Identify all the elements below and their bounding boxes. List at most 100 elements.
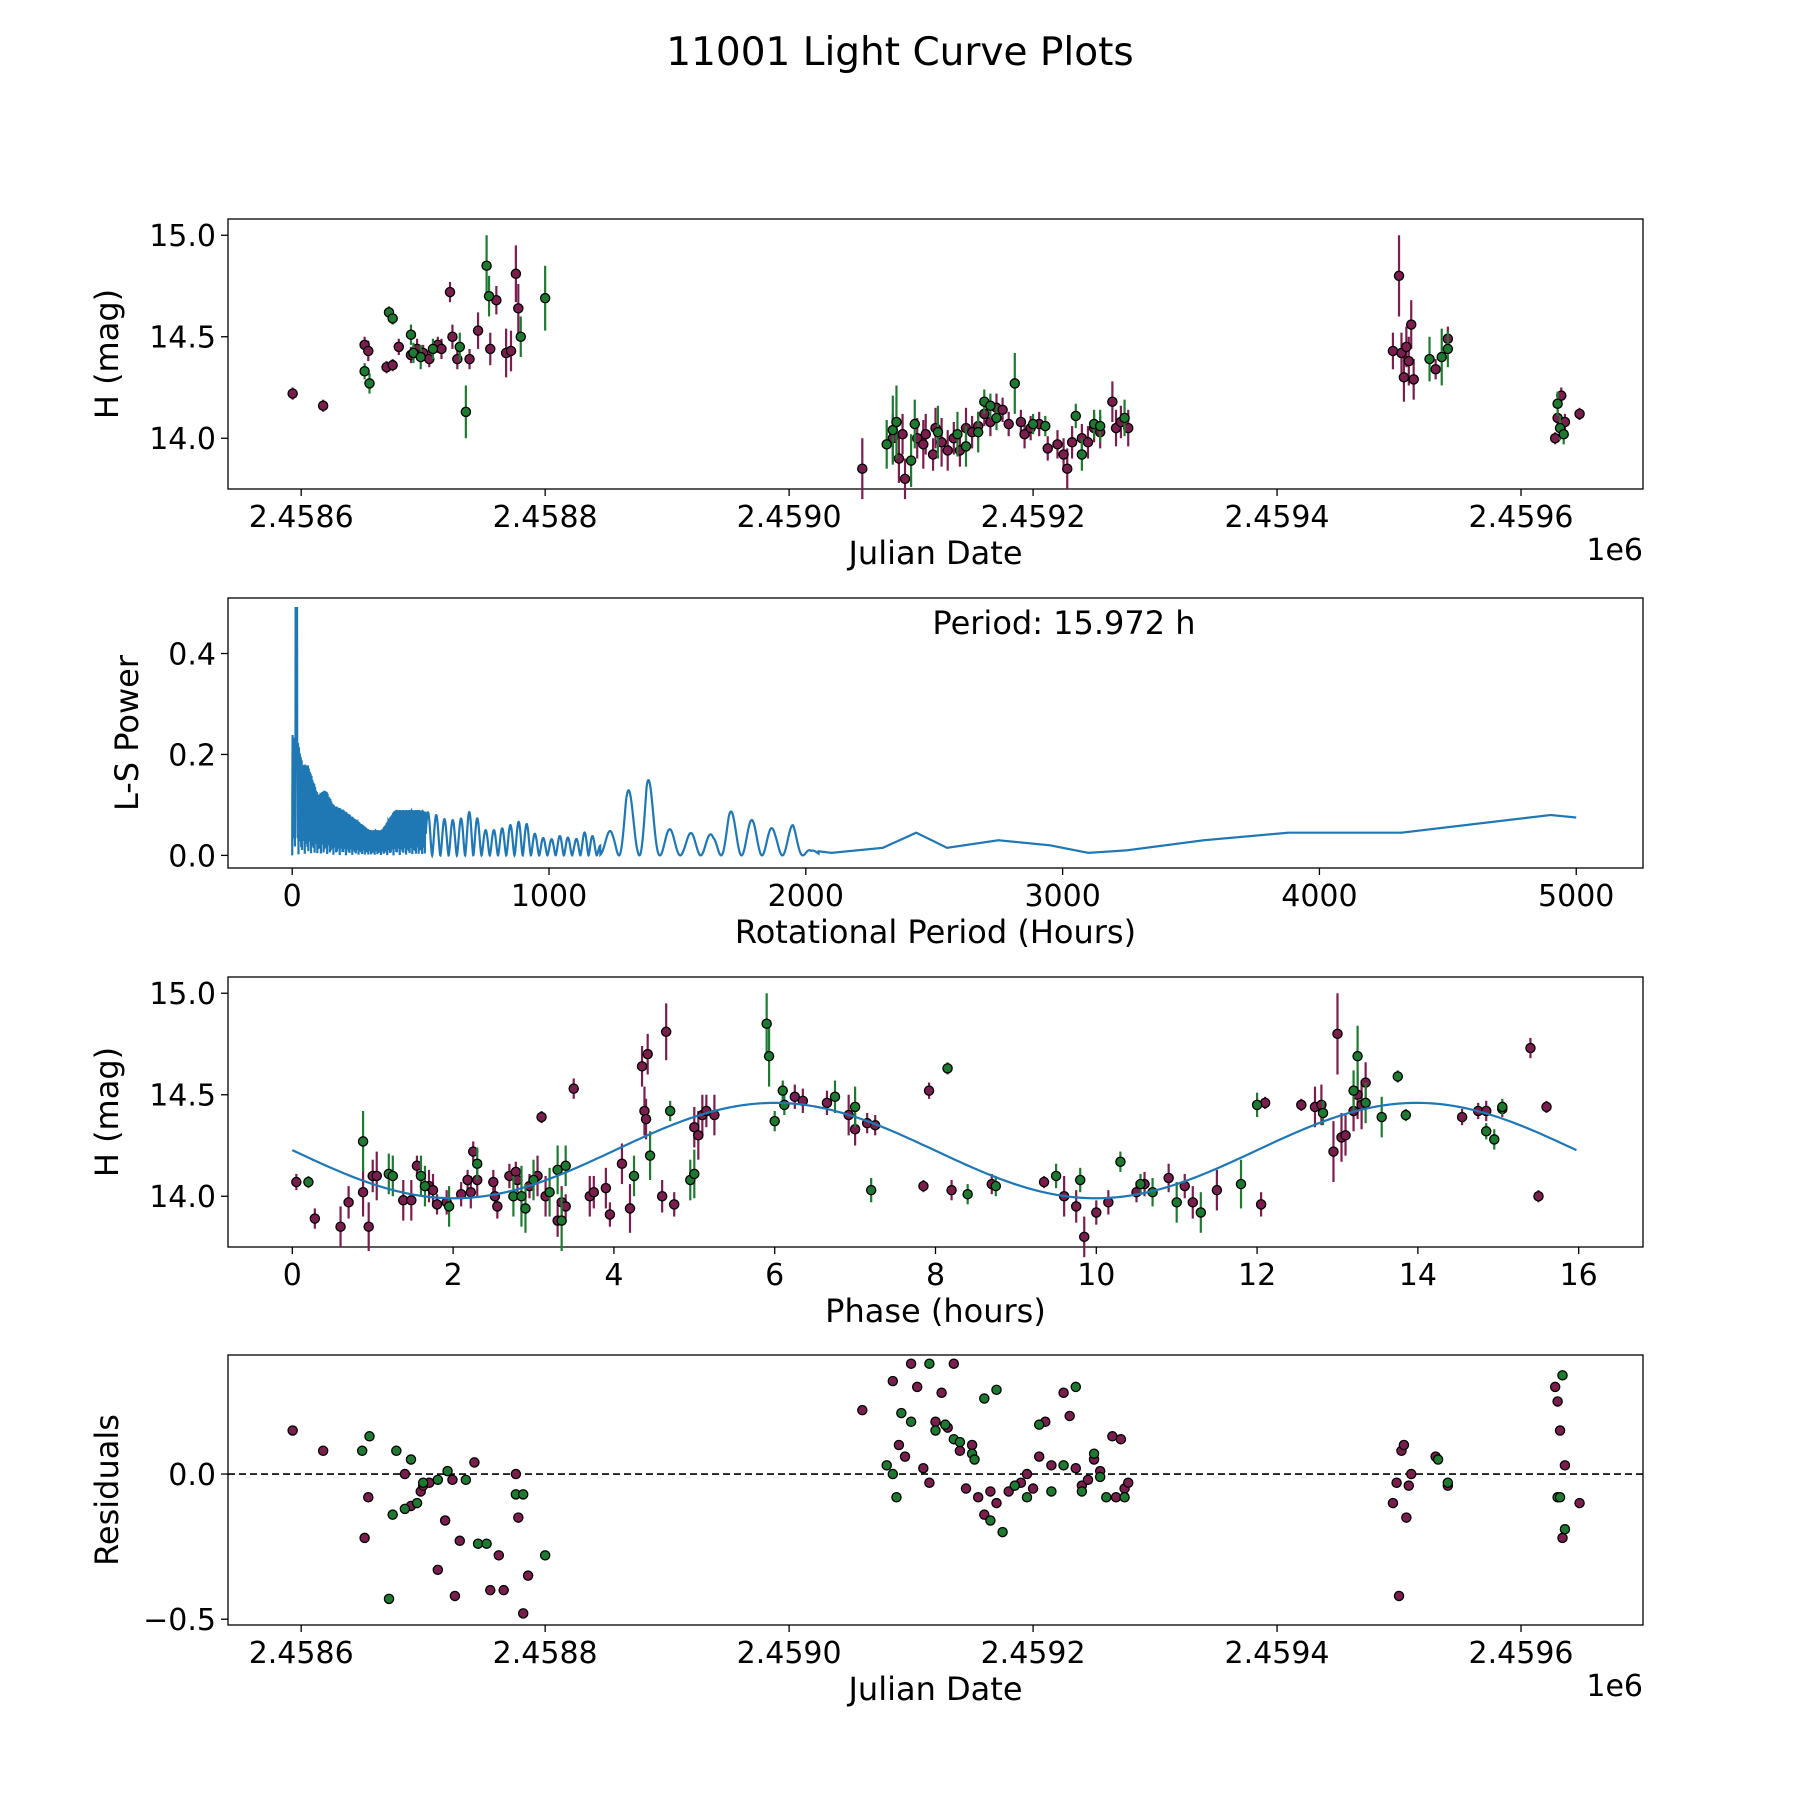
x-tick-label: 0	[283, 1258, 302, 1293]
data-point	[600, 1182, 612, 1194]
data-point	[505, 345, 517, 357]
data-point	[1398, 1439, 1410, 1451]
plot-area	[227, 1354, 1644, 1626]
data-point	[483, 290, 495, 302]
x-tick-label: 2000	[768, 879, 844, 914]
data-point	[1430, 363, 1441, 375]
data-point	[763, 1050, 775, 1062]
y-tick-label: −0.5	[143, 1603, 216, 1638]
figure-title: 11001 Light Curve Plots	[666, 30, 1133, 75]
data-point	[364, 378, 375, 389]
x-tick-label: 2.4586	[249, 500, 354, 535]
data-point	[454, 341, 466, 353]
data-point	[1046, 1460, 1057, 1471]
data-point	[918, 439, 929, 450]
data-point	[363, 345, 374, 357]
x-axis-label: Julian Date	[846, 1670, 1022, 1708]
data-point	[1058, 1460, 1069, 1471]
data-point	[516, 1190, 527, 1202]
data-point	[417, 1477, 429, 1488]
x-tick-label: 2.4590	[737, 1636, 842, 1671]
data-point	[954, 1445, 966, 1457]
data-point	[522, 1570, 534, 1581]
data-point	[442, 1465, 453, 1477]
data-point	[317, 400, 329, 412]
data-point	[966, 1439, 978, 1451]
data-point	[905, 455, 917, 466]
data-point	[920, 428, 931, 440]
data-point	[960, 441, 972, 452]
data-point	[432, 1474, 444, 1486]
data-point	[1076, 1486, 1088, 1497]
data-point	[371, 1170, 382, 1182]
data-point	[447, 331, 458, 342]
data-point	[1403, 355, 1415, 367]
data-point	[1119, 412, 1130, 424]
data-point	[488, 1176, 499, 1188]
x-tick-label: 2.4592	[981, 500, 1086, 535]
data-point	[1497, 1101, 1508, 1113]
x-tick-label: 2	[444, 1258, 463, 1293]
data-point	[642, 1048, 653, 1060]
x-tick-label: 4000	[1281, 879, 1357, 914]
data-point	[930, 1416, 941, 1428]
data-point	[857, 463, 868, 474]
y-tick-label: 14.0	[149, 1180, 216, 1215]
data-point	[411, 1497, 423, 1509]
data-point	[513, 1512, 524, 1523]
y-axis-label: Residuals	[88, 1414, 126, 1566]
data-point	[1074, 1174, 1086, 1186]
data-point	[1559, 1460, 1571, 1471]
data-point	[1042, 443, 1053, 454]
data-point	[568, 1083, 579, 1094]
data-point	[481, 1538, 492, 1549]
data-point	[962, 1188, 973, 1200]
data-point	[1403, 1480, 1415, 1491]
data-point	[287, 1425, 298, 1436]
data-point	[1340, 1130, 1351, 1141]
data-point	[640, 1113, 652, 1125]
data-point	[1554, 1425, 1566, 1436]
x-tick-label: 2.4594	[1225, 500, 1330, 535]
data-point	[1405, 319, 1417, 330]
y-tick-label: 14.5	[149, 321, 216, 356]
data-point	[1489, 1134, 1500, 1145]
data-point	[1076, 449, 1088, 460]
data-point	[454, 1535, 466, 1547]
data-point	[1557, 1370, 1568, 1381]
data-point	[465, 1186, 477, 1198]
data-point	[1348, 1085, 1359, 1096]
data-point	[1046, 1486, 1057, 1497]
data-point	[829, 1091, 841, 1103]
data-point	[460, 1474, 472, 1486]
data-point	[924, 1358, 935, 1369]
data-point	[405, 1454, 417, 1465]
data-point	[449, 1590, 461, 1602]
data-point	[1088, 1448, 1100, 1459]
x-tick-label: 8	[926, 1258, 945, 1293]
data-point	[387, 359, 398, 371]
data-point	[779, 1099, 790, 1111]
data-point	[493, 1550, 505, 1561]
data-point	[1033, 1419, 1045, 1430]
data-point	[317, 1445, 329, 1457]
data-point	[1027, 1483, 1039, 1494]
x-tick-label: 2.4586	[249, 1636, 354, 1671]
y-tick-label: 14.0	[149, 422, 216, 457]
x-tick-label: 16	[1560, 1258, 1598, 1293]
data-point	[1101, 1492, 1112, 1503]
data-point	[1432, 1454, 1444, 1465]
data-point	[544, 1186, 555, 1198]
phased-panel: 0 2 4 6 8 10 12 14 16 14.0 14.5 15.0 Phase (hours) H …	[88, 976, 1644, 1330]
data-point	[1052, 439, 1063, 450]
y-tick-label: 0.0	[168, 1458, 216, 1493]
y-tick-label: 0.0	[168, 839, 216, 874]
data-point	[1398, 372, 1410, 383]
data-point	[419, 1180, 431, 1192]
data-point	[887, 1468, 899, 1480]
data-point	[1332, 1028, 1343, 1040]
model-curve	[291, 1101, 1577, 1200]
data-point	[644, 1150, 656, 1161]
x-tick-label: 2.4596	[1469, 1636, 1574, 1671]
